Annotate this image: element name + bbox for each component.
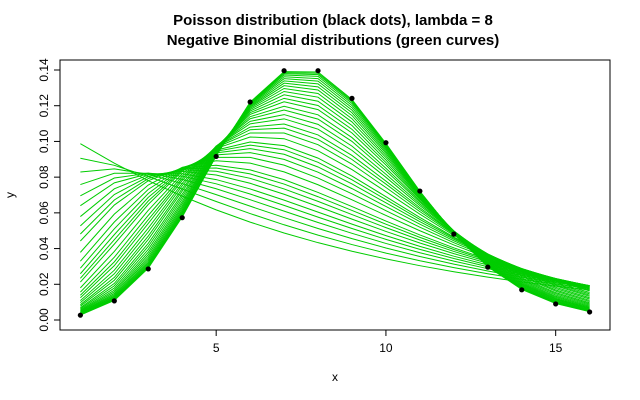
nb-curve-24 [80, 101, 590, 309]
y-tick-label: 0.04 [37, 237, 51, 261]
chart-subtitle: Negative Binomial distributions (green c… [167, 32, 500, 49]
y-tick-label: 0.14 [37, 58, 51, 82]
poisson-point [519, 287, 525, 293]
poisson-point [111, 298, 117, 304]
y-axis: 0.00 0.02 0.04 0.06 0.08 0.10 0.12 0.14 [37, 58, 61, 332]
nb-curve-26 [80, 94, 590, 311]
x-tick-label: 10 [379, 341, 393, 355]
nb-curve-31 [80, 80, 590, 314]
y-tick-label: 0.00 [37, 308, 51, 332]
poisson-point [281, 68, 287, 74]
poisson-point [179, 215, 185, 221]
poisson-point [587, 309, 593, 315]
nb-curve-28 [80, 87, 590, 313]
nb-curve-37 [80, 71, 590, 316]
nb-curve-19 [80, 123, 590, 299]
nb-curve-30 [80, 82, 590, 314]
x-axis-label: x [332, 370, 338, 384]
poisson-point [383, 140, 389, 146]
poisson-point [77, 312, 83, 318]
poisson-point [145, 266, 151, 272]
y-tick-label: 0.10 [37, 129, 51, 153]
poisson-point [315, 68, 321, 74]
poisson-point [485, 264, 491, 270]
nb-curve-32 [80, 78, 590, 315]
y-tick-label: 0.08 [37, 165, 51, 189]
nb-curve-22 [80, 109, 590, 306]
nb-curve-20 [80, 118, 590, 301]
nb-curve-21 [80, 114, 590, 304]
y-tick-label: 0.06 [37, 201, 51, 225]
nb-curve-27 [80, 90, 590, 312]
poisson-point [553, 301, 559, 307]
poisson-point [349, 95, 355, 101]
nb-curve-25 [80, 97, 590, 310]
y-axis-label: y [3, 192, 17, 198]
chart-title: Poisson distribution (black dots), lambd… [173, 12, 493, 29]
negative-binomial-curves [79, 71, 590, 316]
poisson-point [417, 188, 423, 194]
x-tick-label: 5 [213, 341, 220, 355]
nb-curve-33 [80, 76, 590, 315]
poisson-point [247, 99, 253, 105]
nb-curve-23 [80, 105, 590, 307]
poisson-point [213, 153, 219, 160]
poisson-point [451, 231, 457, 237]
nb-curve-29 [80, 85, 590, 313]
poisson-points [77, 68, 593, 318]
y-tick-label: 0.02 [37, 272, 51, 296]
x-axis: 5 10 15 [213, 329, 563, 355]
y-tick-label: 0.12 [37, 94, 51, 118]
x-tick-label: 15 [549, 341, 563, 355]
